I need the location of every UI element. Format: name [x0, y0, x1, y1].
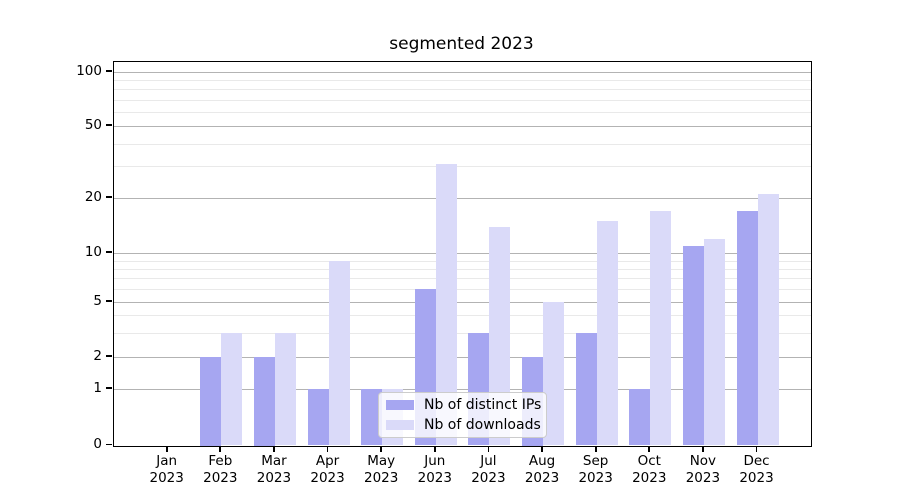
- x-tick-mark: [273, 446, 275, 452]
- bar-nb-of-downloads-dec: [757, 194, 779, 446]
- x-tick-mark: [219, 446, 222, 452]
- y-gridline-minor: [114, 166, 811, 168]
- bar-nb-of-downloads-aug: [543, 301, 565, 446]
- x-tick-mark: [165, 446, 168, 452]
- x-tick-label-may: May 2023: [363, 452, 399, 487]
- x-tick-label-mar: Mar 2023: [256, 452, 292, 487]
- y-tick-mark: [106, 299, 112, 302]
- bar-nb-of-distinct-ips-mar: [253, 357, 275, 446]
- y-gridline-minor: [114, 278, 811, 280]
- y-tick-label: 5: [93, 292, 102, 309]
- x-tick-label-nov: Nov 2023: [685, 452, 721, 487]
- x-tick-label-aug: Aug 2023: [524, 452, 560, 487]
- y-gridline-major: [114, 71, 811, 73]
- y-tick-mark: [106, 251, 112, 254]
- bar-nb-of-downloads-oct: [650, 211, 672, 446]
- y-tick-label: 20: [84, 189, 102, 206]
- y-gridline-minor: [114, 332, 811, 334]
- y-gridline-major: [114, 389, 811, 391]
- y-tick-label: 100: [76, 62, 102, 79]
- legend-color-patch-icon: [386, 399, 414, 410]
- x-tick-mark: [594, 446, 597, 452]
- x-tick-mark: [326, 446, 329, 452]
- y-gridline-major: [114, 301, 811, 303]
- bar-nb-of-downloads-sep: [596, 221, 618, 446]
- bar-nb-of-distinct-ips-nov: [682, 245, 704, 446]
- y-gridline-minor: [114, 99, 811, 101]
- legend-label: Nb of distinct IPs: [424, 396, 542, 413]
- legend-item-nb-of-downloads: Nb of downloads: [379, 417, 546, 433]
- y-tick-label: 10: [84, 244, 102, 261]
- y-tick-mark: [106, 387, 112, 390]
- y-gridline-minor: [114, 89, 811, 91]
- bar-nb-of-distinct-ips-feb: [200, 357, 222, 446]
- y-tick-mark: [106, 355, 112, 357]
- x-tick-label-jul: Jul 2023: [471, 452, 506, 487]
- y-tick-mark: [106, 443, 112, 446]
- x-tick-mark: [702, 446, 704, 452]
- x-tick-label-oct: Oct 2023: [632, 452, 667, 487]
- x-tick-label-jan: Jan 2023: [149, 452, 184, 487]
- bar-nb-of-distinct-ips-dec: [736, 211, 758, 446]
- y-gridline-minor: [114, 260, 811, 262]
- y-gridline-minor: [114, 111, 811, 113]
- y-tick-label: 1: [93, 380, 102, 397]
- bar-nb-of-downloads-apr: [328, 260, 350, 446]
- y-gridline-major: [114, 126, 811, 127]
- bar-nb-of-distinct-ips-may: [361, 389, 383, 446]
- chart-title: segmented 2023: [389, 34, 534, 54]
- bar-nb-of-distinct-ips-oct: [629, 389, 651, 446]
- bar-nb-of-distinct-ips-sep: [575, 332, 597, 446]
- y-gridline-minor: [114, 268, 811, 270]
- bar-nb-of-downloads-jul: [489, 226, 511, 446]
- y-gridline-major: [114, 357, 811, 358]
- y-tick-label: 50: [84, 117, 102, 133]
- x-tick-mark: [487, 446, 490, 452]
- plot-area: [113, 60, 812, 447]
- y-gridline-major: [114, 253, 811, 255]
- bar-nb-of-downloads-jun: [435, 163, 457, 446]
- x-tick-mark: [648, 446, 651, 452]
- y-gridline-minor: [114, 79, 811, 81]
- x-tick-label-feb: Feb 2023: [203, 452, 238, 487]
- x-tick-mark: [380, 446, 383, 452]
- y-tick-label: 0: [93, 436, 102, 453]
- y-gridline-minor: [114, 143, 811, 145]
- y-tick-mark: [106, 124, 112, 126]
- bar-nb-of-downloads-feb: [221, 332, 243, 446]
- x-tick-label-sep: Sep 2023: [578, 452, 613, 487]
- bar-nb-of-distinct-ips-apr: [307, 389, 329, 446]
- legend: Nb of distinct IPs Nb of downloads: [378, 391, 547, 438]
- y-tick-mark: [106, 196, 112, 199]
- y-gridline-minor: [114, 315, 811, 317]
- bar-nb-of-downloads-mar: [274, 332, 296, 446]
- legend-color-patch-icon: [386, 419, 414, 430]
- x-tick-mark: [433, 446, 436, 452]
- x-tick-label-apr: Apr 2023: [310, 452, 345, 487]
- y-tick-mark: [106, 69, 112, 72]
- y-tick-label: 2: [93, 348, 102, 364]
- legend-label: Nb of downloads: [424, 416, 541, 433]
- y-gridline-major: [114, 198, 811, 200]
- legend-item-nb-of-distinct-ips: Nb of distinct IPs: [379, 397, 546, 413]
- y-gridline-minor: [114, 288, 811, 290]
- x-tick-label-dec: Dec 2023: [739, 452, 774, 487]
- x-tick-label-jun: Jun 2023: [417, 452, 452, 487]
- x-tick-mark: [755, 446, 758, 452]
- x-tick-mark: [541, 446, 543, 452]
- bar-nb-of-downloads-nov: [703, 238, 725, 446]
